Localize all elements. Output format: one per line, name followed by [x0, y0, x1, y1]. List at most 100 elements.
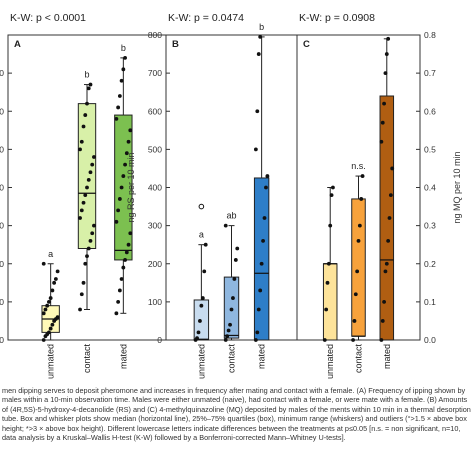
significance-letter: a [199, 230, 204, 240]
data-point [85, 101, 89, 106]
data-point [382, 299, 386, 304]
data-point [85, 254, 89, 259]
data-point [114, 219, 119, 224]
y-tick-label: 50 [0, 144, 4, 154]
data-point [53, 277, 58, 281]
data-point [43, 307, 48, 312]
data-point [387, 216, 392, 220]
data-point [50, 322, 55, 327]
data-point [55, 315, 60, 320]
data-point [202, 269, 207, 274]
data-point [225, 334, 230, 339]
data-point [256, 307, 261, 312]
data-point [331, 185, 335, 190]
x-tick-label: unmated [196, 344, 206, 379]
data-point [86, 86, 91, 91]
data-point [253, 147, 258, 152]
data-point [261, 238, 265, 243]
data-point [83, 261, 88, 266]
y-tick-label: 70 [0, 68, 4, 78]
x-tick-label: unmated [325, 344, 335, 379]
panel-letter: A [14, 39, 21, 50]
y-tick-label: 0.3 [424, 221, 436, 231]
significance-letter: b [259, 22, 264, 32]
y-tick-label: 400 [148, 183, 162, 193]
x-tick-label: mated [382, 344, 392, 369]
significance-letter: b [121, 43, 126, 53]
data-point [383, 71, 388, 76]
box-plot-figure: K-W: p < 0.0001 A 0 10 20 30 40 50 60 70 a unmated b… [0, 12, 462, 379]
data-point [124, 151, 129, 156]
data-point [223, 338, 228, 342]
data-point [195, 336, 199, 340]
data-point [233, 258, 238, 262]
data-point [121, 174, 126, 178]
data-point [47, 299, 51, 304]
y-tick-label: 30 [0, 221, 4, 231]
y-tick-label: 0.5 [424, 144, 436, 154]
y-tick-label: 0.6 [424, 106, 436, 116]
data-point [119, 185, 124, 190]
x-tick-label: contact [82, 344, 92, 374]
data-point [81, 280, 86, 285]
data-point [329, 193, 334, 198]
data-point [45, 303, 50, 308]
panel-letter: B [172, 39, 179, 50]
data-point [353, 292, 358, 297]
data-point [124, 250, 129, 255]
data-point [258, 288, 263, 293]
y-tick-label: 700 [148, 68, 162, 78]
data-point [199, 303, 204, 308]
panel-title: K-W: p < 0.0001 [10, 12, 86, 24]
data-point [48, 326, 53, 331]
data-point [356, 238, 361, 243]
data-point [79, 208, 84, 213]
y-axis-label: ng MQ per 10 min [452, 151, 462, 223]
data-point [126, 139, 131, 144]
y-tick-label: 10 [0, 297, 4, 307]
data-point [116, 299, 121, 304]
data-point [123, 55, 127, 60]
y-tick-label: 40 [0, 183, 4, 193]
y-tick-label: 800 [148, 30, 162, 40]
data-point [223, 223, 228, 228]
data-point [198, 319, 202, 323]
data-point [357, 223, 362, 228]
data-point [229, 307, 234, 312]
data-point [351, 338, 355, 342]
data-point [88, 170, 93, 175]
data-point [232, 277, 237, 281]
x-tick-label: mated [118, 344, 128, 369]
data-point [196, 330, 201, 335]
data-point [79, 139, 84, 144]
data-point [90, 162, 95, 167]
box-mated [253, 177, 270, 341]
data-point [86, 177, 91, 182]
y-tick-label: 500 [148, 144, 162, 154]
data-point [379, 338, 384, 342]
data-point [121, 67, 126, 72]
data-point [123, 162, 127, 167]
data-point [384, 52, 389, 56]
data-point [83, 113, 88, 117]
y-tick-label: 0.7 [424, 68, 436, 78]
data-point [259, 261, 264, 266]
data-point [55, 269, 60, 274]
x-tick-label: mated [257, 344, 267, 369]
data-point [119, 78, 124, 83]
significance-letter: ab [226, 211, 236, 221]
data-point [81, 200, 86, 205]
y-tick-label: 0.8 [424, 30, 436, 40]
data-point [235, 246, 240, 251]
data-point [384, 261, 389, 266]
y-tick-label: 300 [148, 221, 162, 231]
data-point [228, 322, 232, 327]
data-point [324, 307, 329, 312]
significance-letter: a [48, 249, 53, 259]
data-point [48, 296, 53, 300]
data-point [41, 261, 46, 266]
data-point [81, 124, 86, 129]
data-point [117, 197, 122, 201]
data-point [386, 36, 391, 41]
data-point [265, 174, 270, 178]
